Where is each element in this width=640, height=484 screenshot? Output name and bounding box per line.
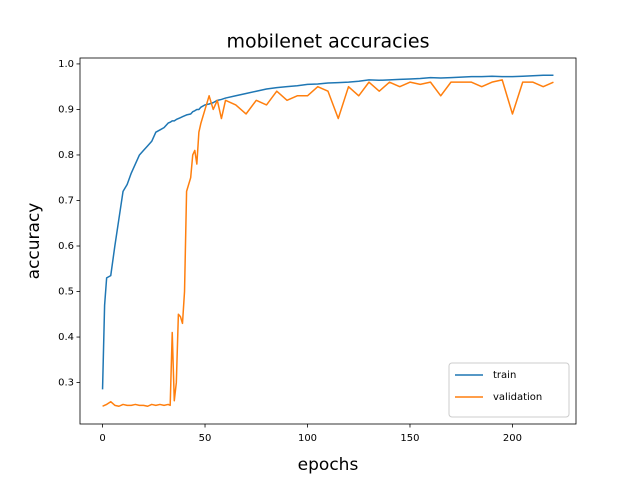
y-axis-label: accuracy	[24, 203, 44, 280]
y-tick-label: 0.4	[58, 332, 74, 343]
legend-box	[448, 362, 570, 418]
legend-label: validation	[493, 392, 542, 403]
y-tick-label: 0.8	[58, 150, 74, 161]
legend-label: train	[493, 370, 516, 381]
y-tick-label: 0.9	[58, 104, 74, 115]
x-tick-label: 0	[99, 433, 105, 444]
x-tick-label: 150	[400, 433, 419, 444]
y-tick-label: 0.7	[58, 195, 74, 206]
x-tick-label: 100	[298, 433, 317, 444]
plot-frame	[79, 57, 577, 425]
chart-title: mobilenet accuracies	[226, 31, 429, 53]
line-series	[101, 74, 554, 390]
y-tick-label: 0.5	[58, 287, 74, 298]
y-tick-label: 0.3	[58, 378, 74, 389]
y-tick-label: 0.6	[58, 241, 74, 252]
y-tick-label: 1.0	[58, 59, 74, 70]
x-tick-label: 200	[503, 433, 522, 444]
x-tick-label: 50	[199, 433, 212, 444]
line-series	[102, 79, 554, 407]
x-axis-label: epochs	[298, 455, 359, 475]
